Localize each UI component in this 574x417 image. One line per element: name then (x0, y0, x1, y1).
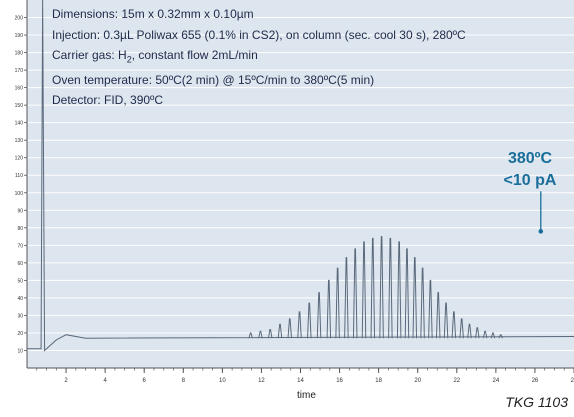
peak-12 (361, 241, 367, 339)
y-tick-label-11: 120 (15, 156, 24, 162)
peak-23 (451, 311, 457, 339)
baseline-trace (27, 0, 574, 352)
peak-15 (388, 237, 393, 339)
peak-1 (258, 330, 263, 339)
dimensions-text: Dimensions: 15m x 0.32mm x 0.10µm (52, 7, 254, 21)
peak-13 (370, 237, 376, 339)
oven-temperature-text: Oven temperature: 50ºC(2 min) @ 15ºC/min… (52, 72, 375, 87)
y-tick-label-5: 60 (17, 261, 23, 267)
x-tick-label-0: 2 (64, 378, 68, 384)
grid-lines (27, 17, 574, 351)
carrier-gas-suffix: , constant flow 2mL/min (131, 48, 258, 62)
chromatogram-series (27, 0, 574, 352)
y-tick-label-10: 110 (15, 173, 23, 179)
peak-26 (475, 327, 480, 339)
annotation-temperature: 380ºC (507, 150, 553, 167)
detector-text: Detector: FID, 390ºC (52, 93, 164, 108)
injection-text: Injection: 0.3µL Poliwax 655 (0.1% in CS… (52, 27, 466, 42)
y-tick-label-3: 40 (17, 296, 23, 302)
peak-8 (326, 279, 332, 339)
peak-3 (277, 323, 283, 339)
carrier-gas-subscript: 2 (126, 54, 132, 65)
peak-9 (335, 267, 340, 339)
y-tick-label-1: 20 (17, 331, 23, 337)
y-tick-label-13: 140 (15, 121, 24, 127)
x-tick-label-9: 20 (414, 378, 421, 384)
y-tick-label-12: 130 (15, 138, 24, 144)
x-tick-label-2: 6 (143, 378, 147, 384)
peak-0 (248, 332, 253, 339)
peak-6 (307, 302, 312, 339)
x-tick-label-6: 14 (297, 378, 304, 384)
peak-16 (396, 241, 402, 339)
plot-panel (27, 0, 574, 368)
x-tick-label-1: 4 (103, 378, 107, 384)
peak-17 (404, 248, 410, 339)
carrier-gas-text: Carrier gas: H2, constant flow 2mL/min (52, 45, 466, 70)
x-tick-label-4: 10 (219, 378, 226, 384)
y-tick-label-4: 50 (17, 278, 23, 284)
x-tick-label-7: 16 (336, 378, 343, 384)
y-tick-label-16: 170 (15, 68, 24, 74)
y-tick-label-17: 180 (15, 51, 24, 57)
method-conditions: Dimensions: 15m x 0.32mm x 0.10µm Inject… (52, 4, 466, 111)
temperature-marker (538, 191, 544, 234)
final-temperature-annotation: 380ºC <10 pA (486, 148, 574, 192)
y-tick-label-18: 190 (15, 33, 24, 39)
figure-id: TKG 1103 (505, 394, 568, 410)
y-tick-label-6: 70 (17, 243, 23, 249)
peak-27 (482, 330, 488, 339)
x-tick-label-3: 8 (182, 378, 186, 384)
y-tick-label-0: 10 (17, 348, 23, 354)
x-axis: 246810121416182022242628 (27, 367, 574, 384)
peak-11 (352, 248, 358, 339)
x-tick-label-10: 22 (453, 378, 460, 384)
peak-22 (443, 302, 449, 339)
peak-18 (412, 257, 418, 339)
y-tick-label-2: 30 (17, 313, 23, 319)
x-tick-label-11: 24 (493, 378, 500, 384)
peak-29 (498, 334, 503, 339)
y-tick-label-7: 80 (17, 226, 23, 232)
x-tick-label-12: 26 (532, 378, 539, 384)
peak-14 (379, 236, 384, 339)
y-tick-label-8: 90 (17, 208, 23, 214)
annotation-current: <10 pA (503, 172, 557, 189)
peak-20 (428, 279, 433, 339)
peak-10 (344, 257, 349, 339)
peak-5 (297, 311, 302, 339)
peak-7 (316, 292, 322, 339)
peak-19 (420, 267, 425, 339)
marker-dot (538, 229, 544, 234)
x-tick-label-5: 12 (258, 378, 265, 384)
y-tick-label-15: 160 (15, 86, 24, 92)
y-axis: 10 20 30 40 50 60 70 80 90 100 110 120 130 140 150 160 1… (15, 0, 28, 368)
y-tick-label-9: 100 (15, 191, 24, 197)
y-tick-label-19: 200 (15, 16, 24, 22)
peak-2 (267, 328, 273, 339)
y-tick-label-14: 150 (15, 103, 24, 109)
x-tick-label-13: 28 (571, 378, 574, 384)
peak-4 (287, 318, 293, 339)
peak-21 (435, 292, 441, 339)
x-tick-label-8: 18 (375, 378, 382, 384)
peak-25 (467, 323, 472, 339)
peak-24 (459, 318, 464, 339)
peak-28 (490, 332, 496, 339)
x-axis-title: time (297, 390, 316, 401)
carrier-gas-prefix: Carrier gas: H (52, 48, 127, 62)
